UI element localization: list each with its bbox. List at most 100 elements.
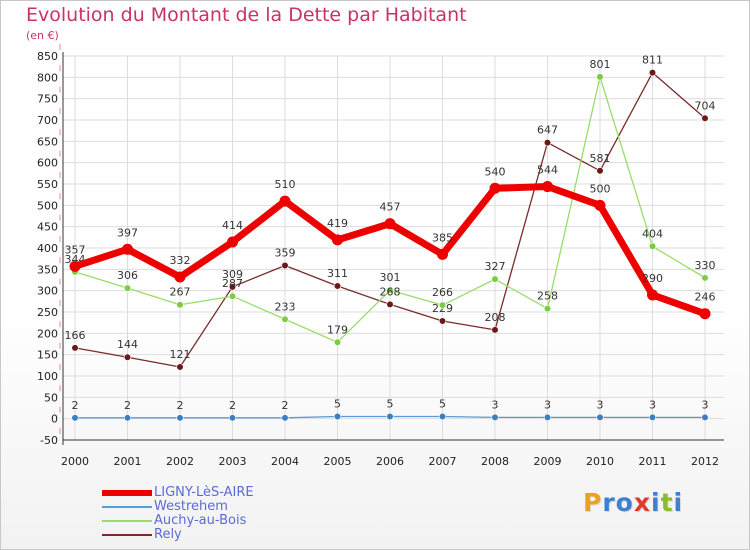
data-point (491, 413, 499, 421)
data-label: 144 (117, 338, 138, 351)
data-label: 179 (327, 323, 348, 336)
data-label: 2 (124, 399, 131, 412)
data-point (281, 414, 289, 422)
data-point (491, 275, 499, 283)
data-label: 301 (380, 271, 401, 284)
data-point (594, 199, 606, 211)
data-label: 457 (380, 201, 401, 214)
data-label: 2 (177, 399, 184, 412)
data-label: 419 (327, 217, 348, 230)
data-point (281, 315, 289, 323)
data-label: 397 (117, 226, 138, 239)
data-point (437, 248, 448, 260)
data-point (281, 261, 289, 270)
data-point (386, 412, 394, 421)
y-tick-label: 550 (37, 178, 58, 191)
data-label: 309 (222, 268, 243, 281)
data-point (701, 274, 709, 282)
x-tick-label: 2002 (166, 455, 194, 468)
data-label: 2 (72, 399, 79, 412)
data-label: 246 (695, 291, 716, 304)
x-tick-label: 2010 (586, 455, 614, 468)
data-point (123, 414, 132, 422)
legend-swatch-auchy (102, 520, 152, 522)
data-point (701, 413, 709, 421)
data-label: 3 (492, 398, 499, 411)
data-label: 5 (334, 398, 341, 411)
logo-letter: o (615, 488, 634, 517)
data-label: 311 (327, 267, 348, 280)
data-point (123, 284, 132, 292)
data-label: 510 (275, 178, 296, 191)
logo-letter: i (651, 488, 661, 517)
data-label: 811 (642, 54, 663, 67)
data-point (648, 242, 657, 250)
data-point (438, 301, 447, 309)
legend-swatch-westrehem (102, 506, 152, 508)
data-label: 357 (65, 243, 86, 256)
legend-item-westrehem: Westrehem (102, 499, 342, 514)
data-label: 258 (537, 290, 558, 303)
data-label: 287 (222, 277, 243, 290)
data-label: 233 (275, 300, 296, 313)
data-point (491, 326, 499, 334)
x-tick-label: 2008 (481, 455, 509, 468)
y-tick-label: 500 (37, 199, 58, 212)
data-label: 581 (590, 152, 611, 165)
legend-label-rely: Rely (154, 527, 182, 542)
data-label: 801 (590, 58, 611, 71)
data-label: 266 (432, 286, 453, 299)
x-tick-label: 2003 (219, 455, 247, 468)
data-point (333, 412, 342, 421)
data-point (543, 413, 552, 421)
data-label: 404 (642, 227, 663, 240)
data-point (228, 292, 237, 300)
data-point (543, 304, 552, 313)
legend-swatch-ligny (102, 490, 152, 496)
legend-label-westrehem: Westrehem (154, 499, 228, 514)
data-label: 166 (65, 329, 86, 342)
y-tick-label: 650 (37, 135, 58, 148)
data-label: 500 (590, 182, 611, 195)
data-label: 290 (642, 272, 663, 285)
data-point (648, 413, 657, 421)
y-tick-label: 150 (37, 349, 58, 362)
data-label: 3 (702, 398, 709, 411)
data-label: 359 (275, 246, 296, 259)
data-point (71, 414, 79, 422)
data-label: 3 (544, 398, 551, 411)
data-point (386, 300, 394, 308)
data-point (386, 286, 394, 294)
data-point (176, 363, 184, 371)
y-tick-label: 400 (37, 242, 58, 255)
data-point (438, 412, 447, 421)
y-tick-label: 600 (37, 157, 58, 170)
y-tick-label: 800 (37, 71, 58, 84)
data-label: 208 (485, 311, 506, 324)
data-label: 385 (432, 231, 453, 244)
data-label: 647 (537, 124, 558, 137)
y-tick-label: 300 (37, 285, 58, 298)
y-tick-label: 450 (37, 221, 58, 234)
legend-swatch-rely (102, 534, 152, 536)
x-tick-label: 2000 (61, 455, 89, 468)
data-label: 3 (649, 398, 656, 411)
chart-unit-label: (en €) (26, 29, 59, 42)
legend-item-auchy: Auchy-au-Bois (102, 513, 342, 528)
logo-letter: i (673, 488, 684, 517)
data-point (69, 260, 81, 272)
x-tick-label: 2005 (324, 455, 352, 468)
x-tick-label: 2001 (114, 455, 142, 468)
data-point (176, 301, 184, 309)
data-point (332, 234, 343, 246)
legend-item-ligny: LIGNY-LèS-AIRE (102, 485, 342, 500)
logo-letter: x (633, 488, 651, 517)
x-tick-label: 2006 (376, 455, 404, 468)
y-tick-label: 250 (37, 306, 58, 319)
data-point (228, 414, 237, 422)
legend-label-ligny: LIGNY-LèS-AIRE (154, 485, 254, 500)
logo-letter: P (583, 488, 603, 517)
data-point (333, 338, 342, 346)
data-point (174, 271, 186, 283)
data-point (596, 413, 604, 421)
